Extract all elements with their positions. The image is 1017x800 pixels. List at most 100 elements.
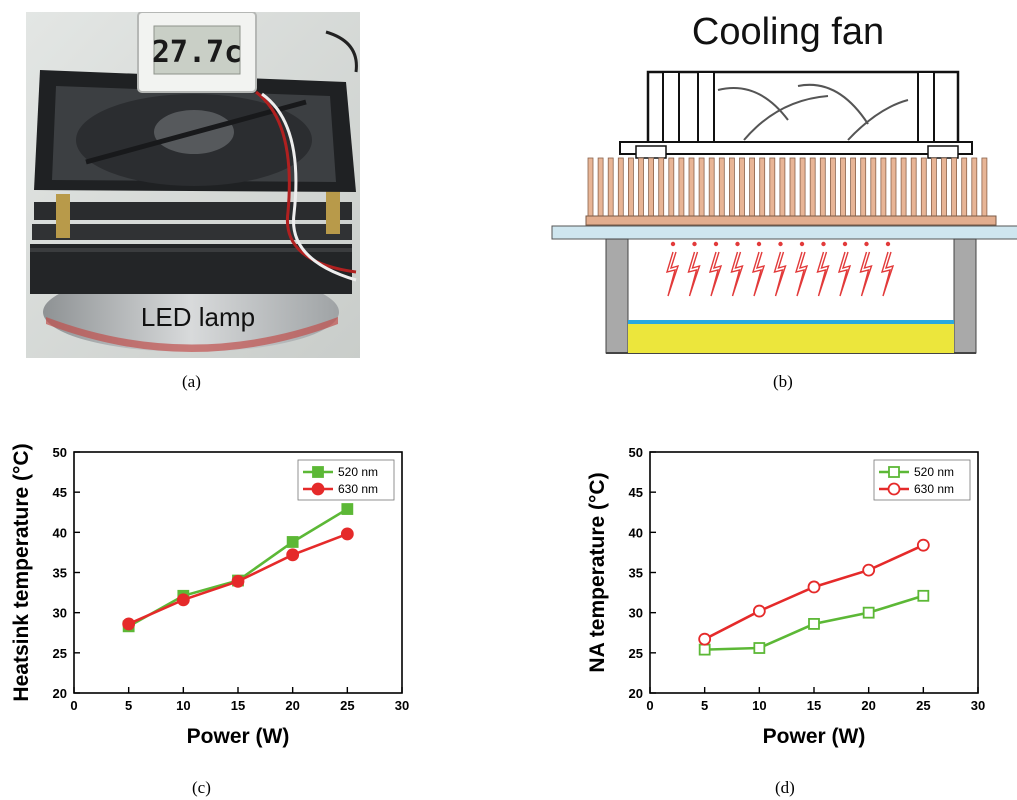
legend-marker (887, 482, 901, 496)
light-ray (708, 251, 723, 297)
legend-marker (312, 466, 324, 478)
light-ray (794, 251, 809, 297)
x-tick-label: 0 (70, 698, 77, 713)
y-tick-label: 25 (629, 646, 643, 661)
heatsink-fin (769, 157, 776, 217)
x-tick-label: 10 (752, 698, 766, 713)
led-dot (735, 241, 740, 247)
x-tick-label: 5 (701, 698, 708, 713)
led-lamp-label: LED lamp (141, 302, 255, 332)
light-ray (837, 251, 852, 297)
heatsink-fin (860, 157, 867, 217)
heatsink-fin (688, 157, 695, 217)
heatsink-fin (981, 157, 988, 217)
panel-label-b: (b) (773, 372, 793, 391)
data-point (286, 536, 299, 548)
led-dot (842, 241, 848, 247)
heatsink-fin (951, 157, 958, 217)
heatsink-fin (597, 157, 604, 217)
heatsink-fin (607, 157, 614, 217)
led-dot (670, 241, 676, 247)
legend-marker (311, 482, 325, 496)
data-point (341, 503, 354, 515)
heatsink-fin (850, 157, 857, 217)
series-520-nm (698, 589, 930, 656)
data-point (176, 593, 190, 607)
led-lamp-photo: 27.7c LED lamp (26, 12, 360, 358)
led-dot (713, 241, 719, 247)
heatsink-fin (587, 157, 594, 217)
x-tick-label: 30 (395, 698, 409, 713)
heatsink-fin (880, 157, 887, 217)
heatsink-fin (749, 157, 756, 217)
y-tick-label: 20 (629, 686, 643, 701)
led-dot (864, 241, 869, 247)
data-point (916, 538, 930, 552)
y-tick-label: 35 (53, 566, 67, 581)
heatsink-fin (910, 157, 917, 217)
series-630-nm (122, 527, 354, 631)
heatsink-fin (698, 157, 705, 217)
led-dot (821, 241, 826, 247)
led-dot (778, 241, 783, 247)
x-tick-label: 20 (285, 698, 299, 713)
y-tick-label: 50 (629, 445, 643, 460)
y-tick-label: 45 (53, 485, 67, 500)
led-dot (799, 241, 805, 247)
y-tick-label: 45 (629, 485, 643, 500)
heatsink-fin (668, 157, 675, 217)
y-tick-label: 20 (53, 686, 67, 701)
x-tick-label: 20 (861, 698, 875, 713)
x-axis-label: Power (W) (763, 725, 866, 748)
x-tick-label: 30 (971, 698, 985, 713)
heatsink-fin (648, 157, 654, 217)
data-point (698, 643, 711, 656)
series-630-nm (698, 538, 930, 646)
light-ray (880, 251, 895, 297)
data-point (122, 617, 136, 631)
heatsink-fin (617, 157, 624, 217)
x-tick-label: 0 (646, 698, 653, 713)
legend-entry: 630 nm (914, 482, 954, 496)
heatsink-fin (799, 157, 806, 217)
x-tick-label: 10 (176, 698, 190, 713)
x-tick-label: 25 (340, 698, 354, 713)
heatsink-fin (829, 157, 836, 217)
led-dot (756, 241, 762, 247)
light-ray (687, 251, 701, 297)
light-ray (816, 251, 830, 297)
heatsink-fin (890, 157, 897, 217)
data-point (807, 580, 821, 594)
y-axis-label: NA temperature (°C) (586, 472, 609, 672)
x-tick-label: 15 (231, 698, 245, 713)
y-tick-label: 40 (629, 525, 643, 540)
heatsink-fin (941, 157, 947, 217)
data-point (862, 563, 876, 577)
led-dot (885, 241, 891, 247)
y-axis-label: Heatsink temperature (°C) (10, 443, 33, 701)
legend-marker (888, 466, 900, 478)
data-point (340, 527, 354, 541)
x-tick-label: 5 (125, 698, 132, 713)
data-point (808, 618, 820, 630)
heatsink-fin (840, 157, 846, 217)
heatsink-fin (628, 157, 634, 217)
x-tick-label: 15 (807, 698, 821, 713)
heatsink-fin (739, 157, 745, 217)
y-tick-label: 50 (53, 445, 67, 460)
y-tick-label: 35 (629, 566, 643, 581)
data-point (862, 606, 875, 619)
heatsink-fin (708, 157, 715, 217)
y-tick-label: 30 (53, 606, 67, 621)
y-tick-label: 25 (53, 646, 67, 661)
heatsink-fin (638, 157, 644, 217)
legend-entry: 630 nm (338, 482, 378, 496)
light-ray (730, 251, 744, 297)
data-point (917, 589, 930, 602)
panel-label-a: (a) (182, 372, 201, 391)
cooling-fan-title: Cooling fan (692, 11, 884, 53)
led-dot (692, 241, 697, 247)
light-ray (751, 251, 766, 297)
panel-label-c: (c) (192, 778, 211, 797)
heatsink-fin (779, 157, 786, 217)
